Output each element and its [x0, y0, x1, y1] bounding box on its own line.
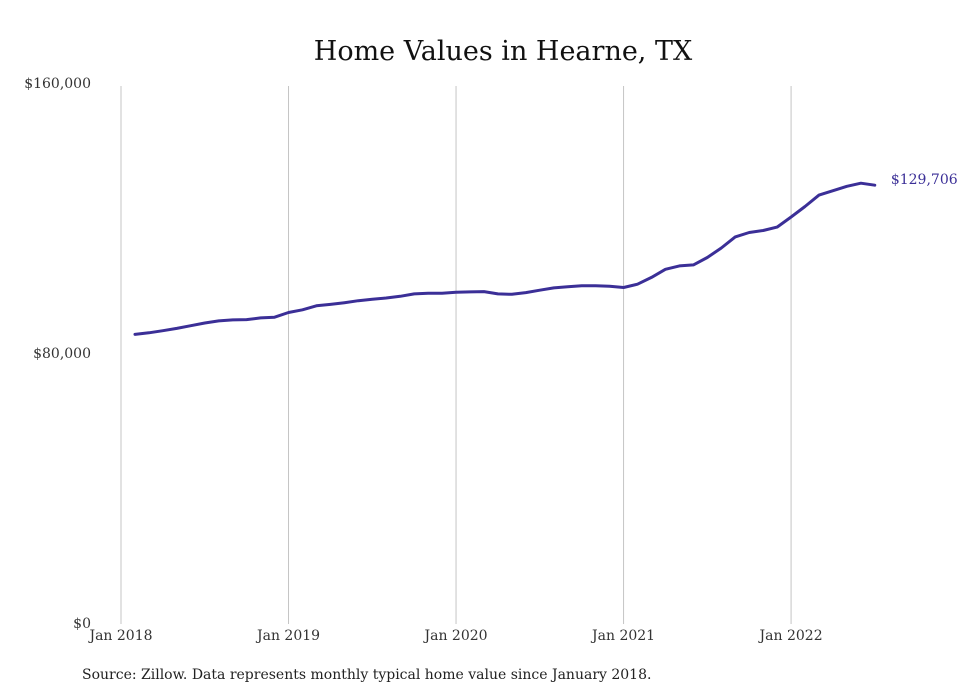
y-tick-label: $0 — [73, 616, 91, 632]
x-tick-label: Jan 2019 — [255, 628, 320, 644]
x-tick-label: Jan 2022 — [758, 628, 823, 644]
series-line — [133, 181, 877, 336]
chart-title: Home Values in Hearne, TX — [314, 36, 693, 67]
x-axis: Jan 2018 Jan 2019 Jan 2020 Jan 2021 Jan 2022 — [87, 628, 822, 644]
y-tick-label: $160,000 — [24, 76, 91, 92]
end-value-label: $129,706 — [891, 172, 958, 188]
y-tick-label: $80,000 — [33, 346, 91, 362]
line-chart: Home Values in Hearne, TX $0 $80,000 $160,… — [24, 36, 958, 644]
series-group: $129,706 — [133, 172, 958, 336]
x-tick-label: Jan 2018 — [87, 628, 152, 644]
source-note: Source: Zillow. Data represents monthly … — [82, 667, 652, 683]
x-tick-label: Jan 2021 — [590, 628, 655, 644]
y-axis: $0 $80,000 $160,000 — [24, 76, 91, 632]
grid-lines — [120, 86, 792, 624]
x-tick-label: Jan 2020 — [423, 628, 488, 644]
